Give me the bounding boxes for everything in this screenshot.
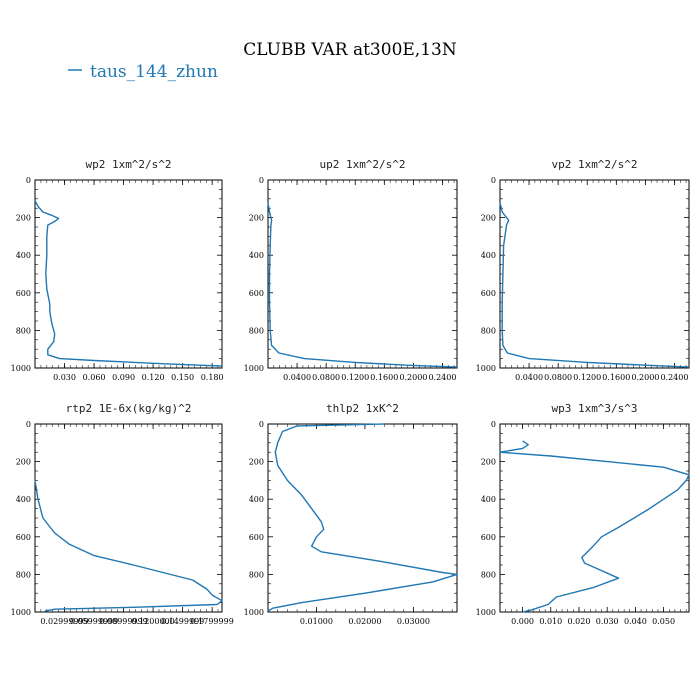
y-tick-label: 1000 xyxy=(476,608,496,617)
x-tick-label: 0.03000 xyxy=(397,617,430,626)
figure-title: CLUBB VAR at300E,13N xyxy=(243,40,457,60)
x-tick-label: 0.030 xyxy=(53,373,76,382)
panel-title: rtp2 1E-6x(kg/kg)^2 xyxy=(66,402,192,415)
y-tick-label: 0 xyxy=(259,176,264,185)
x-tick-label: 0.010 xyxy=(539,617,562,626)
panels: wp2 1xm^2/s^2 0 200 400 600 800 1000 0.030 0.060… xyxy=(11,158,690,626)
y-tick-label: 400 xyxy=(481,251,496,260)
x-tick-label: 0.0400 xyxy=(515,373,543,382)
x-tick-label: 0.2000 xyxy=(399,373,427,382)
y-tick-label: 600 xyxy=(249,533,264,542)
y-tick-label: 0 xyxy=(26,176,31,185)
y-tick-label: 800 xyxy=(481,570,496,579)
y-tick-label: 1000 xyxy=(11,364,31,373)
x-tick-label: 0.1499999 xyxy=(161,617,204,626)
series-line-1 xyxy=(499,440,690,613)
y-tick-label: 800 xyxy=(481,326,496,335)
y-tick-label: 0 xyxy=(26,420,31,429)
x-tick-label: 0.030 xyxy=(596,617,619,626)
y-tick-label: 0 xyxy=(259,420,264,429)
y-tick-label: 600 xyxy=(16,289,31,298)
series-line-1 xyxy=(34,480,223,612)
panel-3: vp2 1xm^2/s^2 0 200 400 600 800 1000 0.0400 0.08… xyxy=(476,158,690,382)
panel-title: vp2 1xm^2/s^2 xyxy=(551,158,637,171)
x-tick-label: 0.1600 xyxy=(602,373,630,382)
x-tick-label: 0.0800 xyxy=(312,373,340,382)
x-tick-label: 0.2400 xyxy=(428,373,456,382)
panel-title: wp3 1xm^3/s^3 xyxy=(551,402,637,415)
y-tick-label: 800 xyxy=(249,326,264,335)
plot-frame xyxy=(34,423,223,613)
x-tick-label: 0.1200 xyxy=(341,373,369,382)
x-tick-label: 0.02999999 xyxy=(40,617,88,626)
x-tick-label: 0.050 xyxy=(652,617,675,626)
y-tick-label: 400 xyxy=(249,251,264,260)
panel-title: thlp2 1xK^2 xyxy=(326,402,399,415)
x-tick-label: 0.01000 xyxy=(300,617,333,626)
x-tick-label: 0.1200000 xyxy=(131,617,174,626)
plot-frame xyxy=(34,179,223,369)
panel-1: wp2 1xm^2/s^2 0 200 400 600 800 1000 0.030 0.060… xyxy=(11,158,224,382)
y-tick-label: 1000 xyxy=(11,608,31,617)
y-tick-label: 200 xyxy=(249,458,264,467)
plot-frame xyxy=(499,423,690,613)
panel-5: thlp2 1xK^2 0 200 400 600 800 1000 0.01000 0.020… xyxy=(244,402,458,626)
x-tick-label: 0.1200 xyxy=(573,373,601,382)
x-tick-label: 0.180 xyxy=(201,373,224,382)
y-tick-label: 400 xyxy=(16,251,31,260)
y-tick-label: 600 xyxy=(249,289,264,298)
legend: taus_144_zhun xyxy=(68,62,218,82)
y-tick-label: 800 xyxy=(16,326,31,335)
series-line-1 xyxy=(267,202,458,368)
x-tick-label: 0.120 xyxy=(142,373,165,382)
y-tick-label: 400 xyxy=(481,495,496,504)
x-tick-label: 0.060 xyxy=(83,373,106,382)
plot-frame xyxy=(267,179,458,369)
plot-frame xyxy=(499,179,690,369)
y-tick-label: 1000 xyxy=(476,364,496,373)
y-tick-label: 200 xyxy=(249,214,264,223)
y-tick-label: 800 xyxy=(249,570,264,579)
panel-title: up2 1xm^2/s^2 xyxy=(319,158,405,171)
x-tick-label: 0.1600 xyxy=(370,373,398,382)
y-tick-label: 200 xyxy=(16,214,31,223)
y-tick-label: 600 xyxy=(481,289,496,298)
y-tick-label: 0 xyxy=(491,176,496,185)
series-line-1 xyxy=(34,200,223,367)
y-tick-label: 400 xyxy=(16,495,31,504)
y-tick-label: 400 xyxy=(249,495,264,504)
y-tick-label: 1000 xyxy=(244,364,264,373)
x-tick-label: 0.0400 xyxy=(283,373,311,382)
panel-6: wp3 1xm^3/s^3 0 200 400 600 800 1000 0.000 0.010… xyxy=(476,402,690,626)
x-tick-label: 0.1799999 xyxy=(191,617,234,626)
x-tick-label: 0.02000 xyxy=(348,617,381,626)
y-tick-label: 200 xyxy=(481,214,496,223)
panel-4: rtp2 1E-6x(kg/kg)^2 0 200 400 600 800 1000 0.02… xyxy=(11,402,234,626)
y-tick-label: 600 xyxy=(481,533,496,542)
legend-label: taus_144_zhun xyxy=(90,62,218,82)
y-tick-label: 800 xyxy=(16,570,31,579)
x-tick-label: 0.000 xyxy=(511,617,534,626)
panel-2: up2 1xm^2/s^2 0 200 400 600 800 1000 0.0400 0.08… xyxy=(244,158,458,382)
series-line-1 xyxy=(499,202,690,368)
series-line-1 xyxy=(267,423,458,612)
x-tick-label: 0.150 xyxy=(171,373,194,382)
y-tick-label: 200 xyxy=(16,458,31,467)
y-tick-label: 0 xyxy=(491,420,496,429)
y-tick-label: 200 xyxy=(481,458,496,467)
panel-title: wp2 1xm^2/s^2 xyxy=(85,158,171,171)
y-tick-label: 1000 xyxy=(244,608,264,617)
x-tick-label: 0.08999999 xyxy=(99,617,147,626)
x-tick-label: 0.2400 xyxy=(660,373,688,382)
x-tick-label: 0.05999999 xyxy=(70,617,118,626)
x-tick-label: 0.0800 xyxy=(544,373,572,382)
x-tick-label: 0.020 xyxy=(568,617,591,626)
x-tick-label: 0.090 xyxy=(112,373,135,382)
plot-frame xyxy=(267,423,458,613)
y-tick-label: 600 xyxy=(16,533,31,542)
x-tick-label: 0.2000 xyxy=(631,373,659,382)
x-tick-label: 0.040 xyxy=(624,617,647,626)
